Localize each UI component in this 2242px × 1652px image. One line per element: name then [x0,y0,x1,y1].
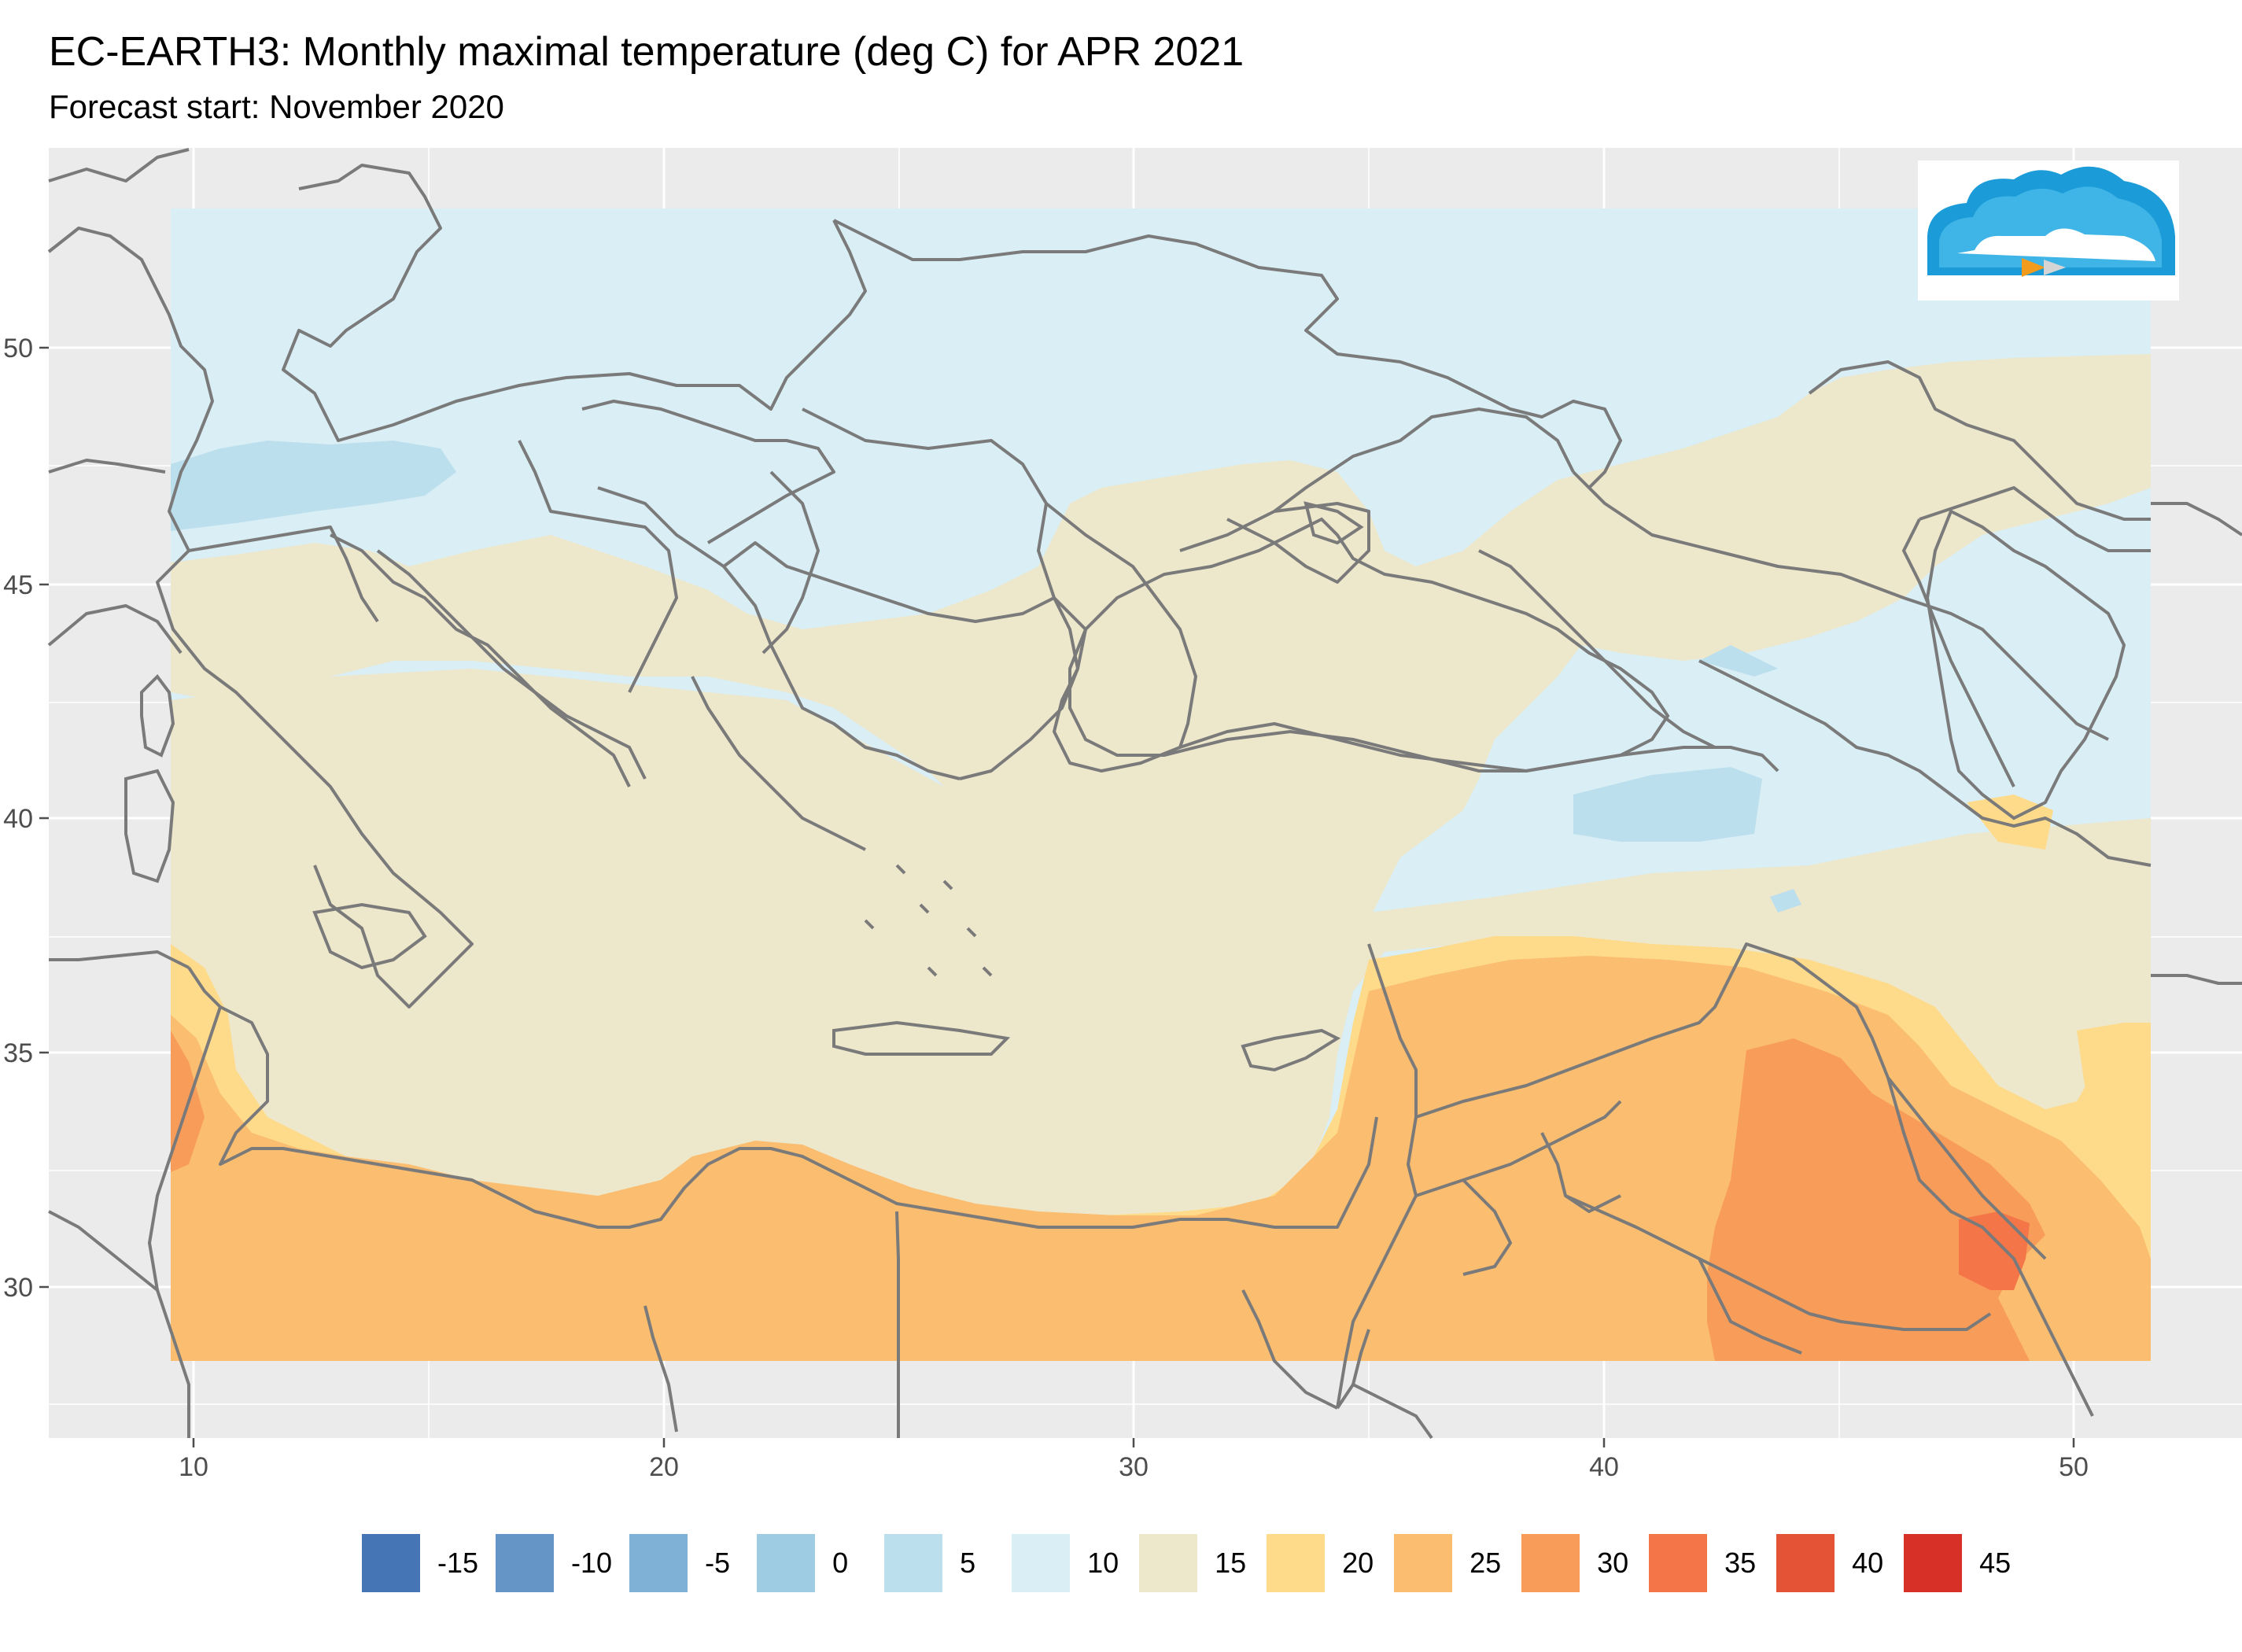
cyprus-outline [1241,1028,1341,1072]
legend-swatch [362,1534,420,1592]
adriatic-coast [376,549,647,780]
x-axis-labels: 10 20 30 40 50 [179,1452,2089,1482]
legend-label: 20 [1342,1547,1374,1579]
band-25 [171,956,2151,1361]
x-axis-ticks [192,1438,2075,1447]
legend-swatch [629,1534,688,1592]
country-borders [47,148,2242,1440]
y-tick-label: 35 [3,1038,33,1068]
legend-item: -15 [362,1534,478,1592]
band-5-caucasus [1699,645,1778,677]
x-tick-label: 20 [649,1452,679,1482]
band-20-east [2077,1023,2151,1125]
legend-item: 40 [1776,1534,1886,1592]
band-15-lower [171,669,2151,1267]
logo [1918,160,2179,301]
legend-label: -15 [437,1547,479,1579]
legend-swatch [1521,1534,1580,1592]
legend-label: 35 [1724,1547,1757,1579]
band-35 [1959,1211,2030,1290]
legend-item: 0 [757,1534,867,1592]
caspian-sea-outline [1925,509,2126,820]
legend-swatch [884,1534,943,1592]
x-tick-label: 30 [1119,1452,1149,1482]
legend-label: -10 [571,1547,613,1579]
legend-swatch [496,1534,555,1592]
y-tick-label: 50 [3,334,33,363]
sicily-outline [312,902,427,970]
legend-label: -5 [705,1547,731,1579]
band-5-turkey [1573,767,1762,842]
x-tick-label: 10 [179,1452,208,1482]
y-tick-label: 45 [3,570,33,600]
legend-item: 45 [1904,1534,2014,1592]
legend-item: 5 [884,1534,994,1592]
y-tick-label: 30 [3,1273,33,1303]
legend-item: 15 [1139,1534,1249,1592]
legend-label: 45 [1979,1547,2012,1579]
sardinia-outline [124,769,175,883]
black-sea-outline [1068,517,1670,773]
crete-outline [832,1020,1011,1056]
sea-outlines [376,501,2126,820]
legend-item: 10 [1012,1534,1122,1592]
legend-label: 15 [1215,1547,1247,1579]
chart-subtitle: Forecast start: November 2020 [49,88,504,125]
legend-swatch [1649,1534,1708,1592]
cloud-logo-icon [1927,166,2175,277]
y-axis-ticks [39,346,49,1289]
legend-label: 5 [960,1547,976,1579]
legend-item: 25 [1394,1534,1504,1592]
legend-swatch [1904,1534,1963,1592]
x-tick-label: 40 [1589,1452,1619,1482]
legend: -15 -10 -5 0 5 10 15 20 25 30 35 40 45 [362,1534,2031,1592]
islands [124,673,1341,1072]
azov-sea-outline [1304,501,1364,545]
legend-swatch [1776,1534,1835,1592]
temperature-field [171,208,2151,1361]
legend-label: 25 [1469,1547,1502,1579]
legend-item: -5 [629,1534,739,1592]
legend-label: 10 [1087,1547,1119,1579]
x-tick-label: 50 [2059,1452,2089,1482]
band-5-alps [171,441,456,531]
band-15 [171,354,2151,944]
legend-item: 20 [1267,1534,1377,1592]
legend-item: -10 [496,1534,612,1592]
legend-swatch [757,1534,816,1592]
corsica-outline [140,673,175,758]
y-axis-labels: 50 45 40 35 30 [3,334,33,1303]
band-30 [1707,1038,2045,1361]
legend-swatch [1012,1534,1071,1592]
legend-swatch [1394,1534,1453,1592]
legend-label: 0 [832,1547,849,1579]
legend-item: 35 [1649,1534,1759,1592]
chart-title: EC-EARTH3: Monthly maximal temperature (… [49,29,1245,75]
aegean-islands [864,864,993,977]
legend-label: 30 [1597,1547,1629,1579]
y-tick-label: 40 [3,804,33,834]
band-5-cyprus-patch [1770,889,1801,913]
legend-swatch [1139,1534,1198,1592]
legend-swatch [1267,1534,1326,1592]
legend-item: 30 [1521,1534,1632,1592]
legend-label: 40 [1852,1547,1884,1579]
